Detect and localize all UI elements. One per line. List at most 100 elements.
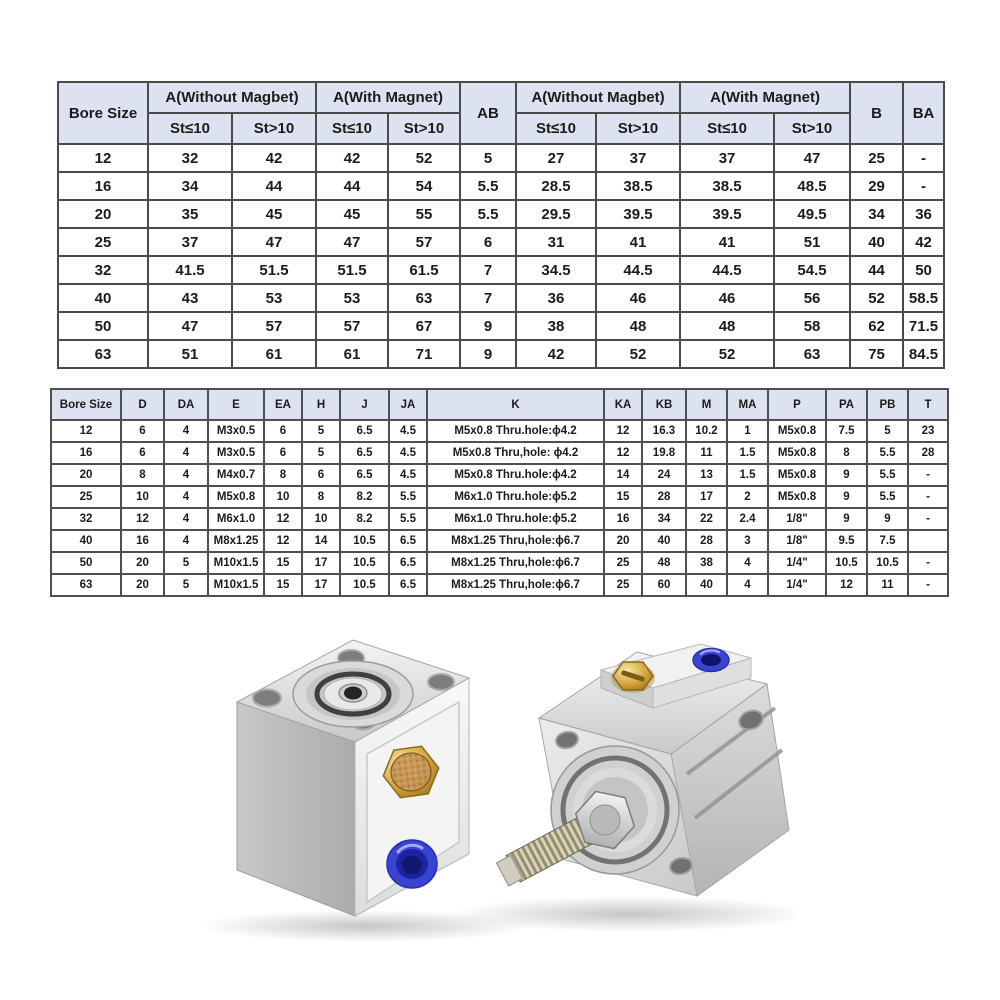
table-cell: 5 — [459, 143, 518, 173]
header-b: B — [849, 81, 905, 145]
table-cell: - — [907, 463, 949, 487]
header-group-without-magnet-1: A(Without Magbet) — [146, 81, 318, 114]
table-cell: 45 — [315, 199, 390, 229]
table-cell: 8 — [301, 485, 341, 509]
table-cell: 37 — [595, 143, 682, 173]
header-col: H — [301, 388, 341, 421]
table-cell: 5 — [301, 419, 341, 443]
table-cell: 10.5 — [825, 551, 868, 575]
table-cell: 56 — [773, 283, 852, 313]
table-cell: 4.5 — [388, 419, 428, 443]
blue-air-port-fitting — [692, 647, 730, 673]
table-cell: 12 — [263, 507, 303, 531]
table-cell: 28.5 — [515, 171, 598, 201]
table-cell: M8x1.25 Thru,hole:ϕ6.7 — [426, 529, 605, 553]
table-cell: 25 — [603, 551, 643, 575]
rod-end-assembly — [495, 745, 680, 887]
table-cell: 58.5 — [902, 283, 946, 313]
table-cell: 13 — [685, 463, 728, 487]
table-cell: 34 — [641, 507, 687, 531]
table-cell: 51.5 — [230, 255, 318, 285]
table-cell: 10.5 — [866, 551, 909, 575]
subheader-st: St≤10 — [147, 112, 233, 145]
header-ba: BA — [902, 81, 946, 145]
table-cell: 10 — [120, 485, 165, 509]
table-cell: 32 — [147, 143, 233, 173]
sensor-slot — [693, 748, 784, 820]
table-cell: 9 — [825, 507, 868, 531]
table-cell: 7 — [459, 255, 518, 285]
table-cell: 44.5 — [595, 255, 682, 285]
table-cell: 6.5 — [339, 463, 390, 487]
table-cell: 45 — [230, 199, 318, 229]
table-row: 50 20 5 M10x1.5 15 17 10.5 6.5 M8x1.25 Thru,hole… — [50, 551, 949, 575]
table-cell: 63 — [773, 339, 852, 369]
table-cell: 8 — [263, 463, 303, 487]
table-cell: 47 — [773, 143, 852, 173]
table-cell: 44 — [230, 171, 318, 201]
table-cell: 10.5 — [339, 573, 390, 597]
table-cell: - — [907, 551, 949, 575]
table-cell: 25 — [849, 143, 905, 173]
brass-hex-screw — [611, 661, 655, 693]
table-cell: 32 — [50, 507, 122, 531]
header-col: EA — [263, 388, 303, 421]
table-cell: 38.5 — [595, 171, 682, 201]
table-cell: 4 — [726, 551, 769, 575]
table-a-header: Bore Size A(Without Magbet) A(With Magne… — [57, 81, 946, 145]
table-cell: - — [902, 143, 946, 173]
table-cell: 9 — [459, 311, 518, 341]
table-cell: 58 — [773, 311, 852, 341]
table-a-body: 12 32 42 42 52 5 27 37 37 47 25-16 34 44 44 54 5.5 28.5 3… — [57, 143, 946, 369]
table-cell: 5.5 — [866, 441, 909, 465]
header-col: PA — [825, 388, 868, 421]
table-cell: 4 — [726, 573, 769, 597]
table-cell: 2.4 — [726, 507, 769, 531]
table-cell: 52 — [595, 339, 682, 369]
table-cell: 4.5 — [388, 441, 428, 465]
table-cell: M5x0.8 Thru.hole:ϕ4.2 — [426, 419, 605, 443]
table-cell: 47 — [230, 227, 318, 257]
table-cell: 49.5 — [773, 199, 852, 229]
table-cell: 43 — [147, 283, 233, 313]
table-cell: 4 — [163, 441, 209, 465]
table-cell: 63 — [387, 283, 462, 313]
table-cell: 47 — [315, 227, 390, 257]
table-row: 32 41.5 51.5 51.5 61.5 7 34.5 44.5 44.5 54.5 44 50 — [57, 255, 946, 285]
table-cell: 37 — [147, 227, 233, 257]
header-col: MA — [726, 388, 769, 421]
table-cell: 42 — [230, 143, 318, 173]
table-cell: 6.5 — [388, 529, 428, 553]
table-cell: 48 — [595, 311, 682, 341]
table-cell: 48 — [641, 551, 687, 575]
table-cell: M6x1.0 — [207, 507, 265, 531]
table-cell: 40 — [849, 227, 905, 257]
table-cell: 9.5 — [825, 529, 868, 553]
table-cell: 20 — [603, 529, 643, 553]
table-row: 40 43 53 53 63 7 36 46 46 56 52 58.5 — [57, 283, 946, 313]
table-cell: 63 — [50, 573, 122, 597]
floor-shadow — [200, 910, 530, 942]
header-col: KA — [603, 388, 643, 421]
table-cell: 12 — [263, 529, 303, 553]
table-cell: 6 — [263, 441, 303, 465]
table-cell: 34 — [849, 199, 905, 229]
table-cell: 10 — [263, 485, 303, 509]
table-cell: 12 — [825, 573, 868, 597]
table-cell: 57 — [230, 311, 318, 341]
table-cell: 54 — [387, 171, 462, 201]
table-cell: 53 — [315, 283, 390, 313]
table-cell: 20 — [120, 551, 165, 575]
table-cell: 35 — [147, 199, 233, 229]
table-cell: 7 — [459, 283, 518, 313]
table-cell: 63 — [57, 339, 149, 369]
table-cell: 7.5 — [866, 529, 909, 553]
table-cell: 5 — [163, 551, 209, 575]
table-cell: 46 — [679, 283, 776, 313]
table-cell: 34.5 — [515, 255, 598, 285]
header-col: M — [685, 388, 728, 421]
table-cell: M3x0.5 — [207, 441, 265, 465]
table-cell: 6 — [263, 419, 303, 443]
table-cell: 55 — [387, 199, 462, 229]
subheader-st: St>10 — [387, 112, 462, 145]
